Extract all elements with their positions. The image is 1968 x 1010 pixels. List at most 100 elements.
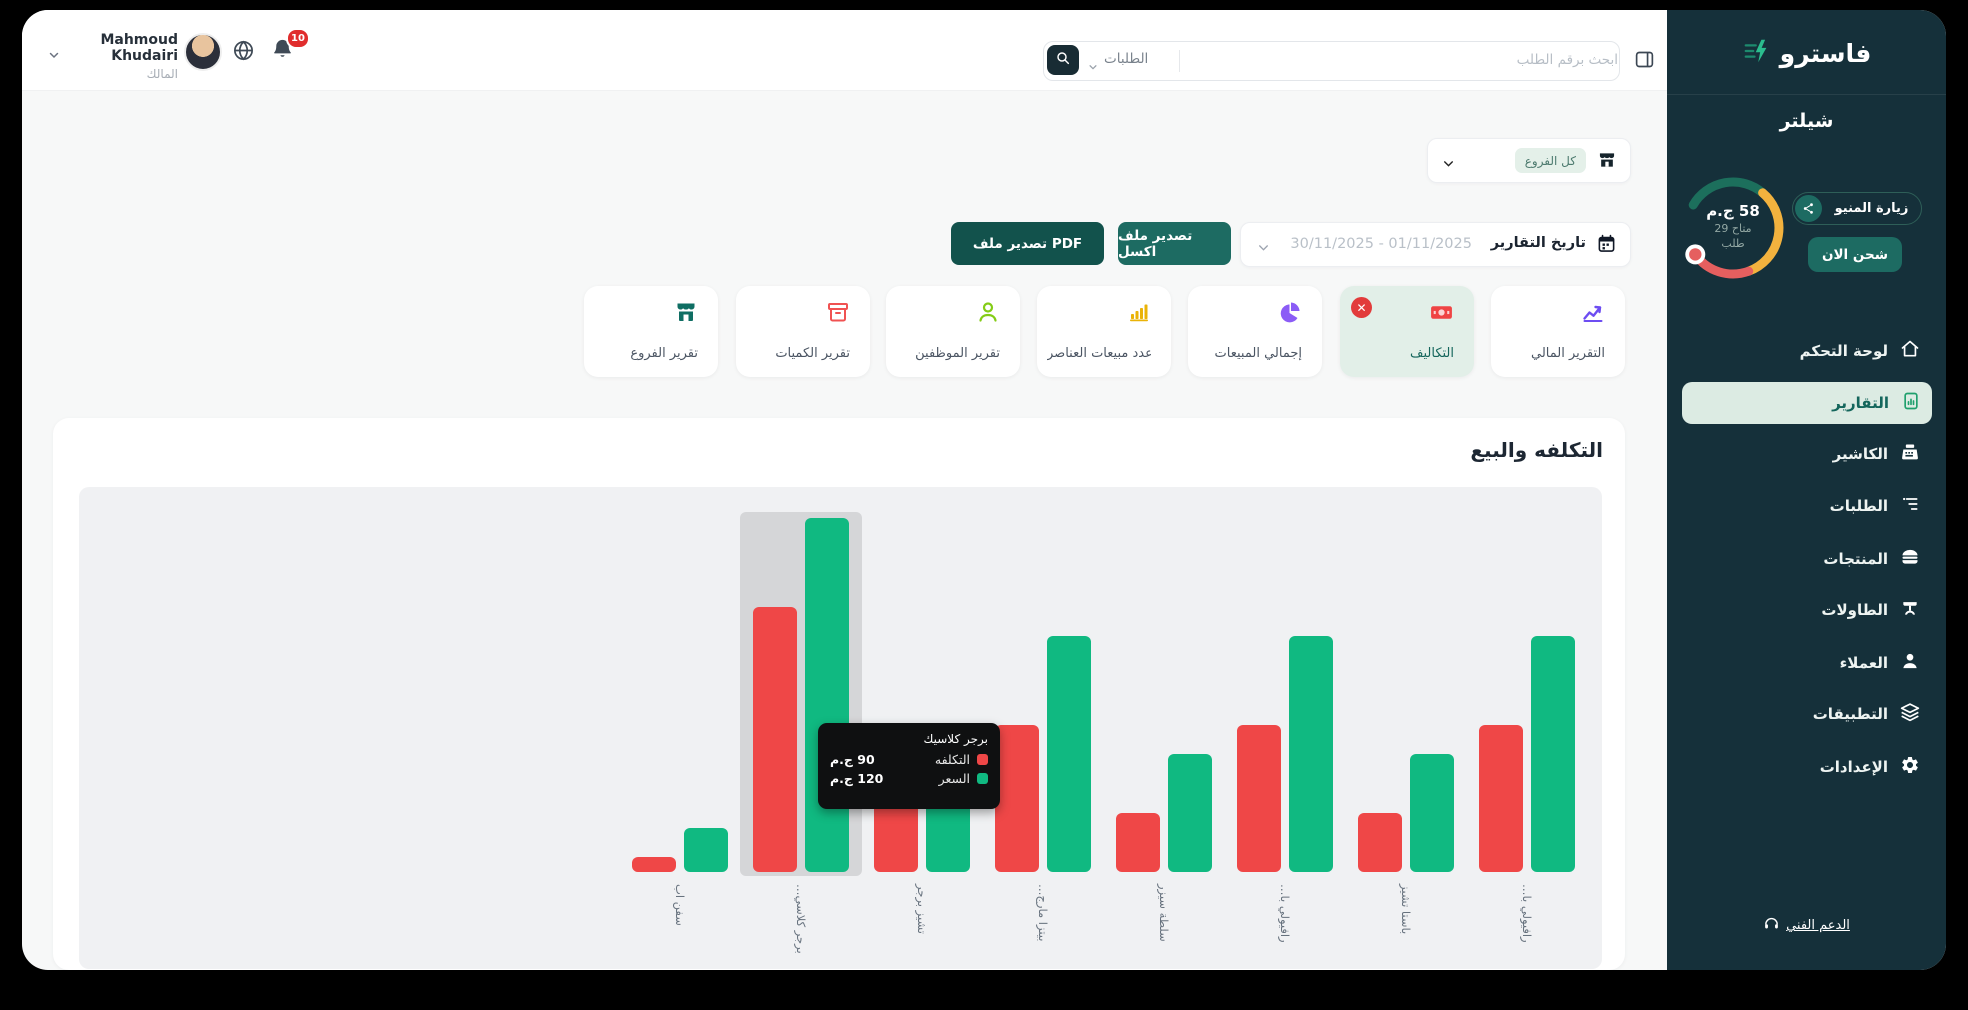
person-outline-icon: [976, 300, 1000, 328]
store-icon: [1597, 150, 1617, 174]
banknote-icon: [1429, 300, 1454, 329]
visit-menu-button[interactable]: زيارة المنيو: [1792, 192, 1922, 225]
cost-vs-sales-chart-card: التكلفه والبيع برجر كلاسيك التكلفه 90 ج.…: [53, 418, 1625, 970]
date-picker-label: تاريخ التقارير: [1490, 235, 1586, 251]
brand-name: فاسترو: [1779, 38, 1872, 68]
search-category-chevron-icon[interactable]: [1088, 57, 1098, 76]
sidebar-item-customers[interactable]: العملاء: [1667, 643, 1946, 683]
bar-cost[interactable]: [1237, 724, 1281, 872]
share-icon: [1795, 195, 1822, 222]
wallet-unit: طلب: [1721, 237, 1745, 250]
tab-employees-report[interactable]: تقرير الموظفين: [886, 286, 1020, 377]
bar-cost[interactable]: [632, 857, 676, 872]
sidebar-item-apps[interactable]: التطبيقات: [1667, 694, 1946, 734]
tab-item-sales-count[interactable]: عدد مبيعات العناصر: [1037, 286, 1171, 377]
tooltip-price-label: السعر: [938, 771, 970, 786]
search-button[interactable]: [1047, 45, 1079, 75]
home-icon: [1900, 339, 1920, 363]
technical-support-label: الدعم الفني: [1786, 918, 1850, 933]
bar-price[interactable]: [684, 827, 728, 872]
sidebar-item-products[interactable]: المنتجات: [1667, 539, 1946, 579]
sidebar-toggle-icon[interactable]: [1634, 49, 1655, 74]
search-category[interactable]: الطلبات: [1104, 51, 1149, 67]
tab-branches-report[interactable]: تقرير الفروع: [584, 286, 718, 377]
tooltip-item-name: برجر كلاسيك: [923, 732, 988, 746]
report-doc-icon: [1901, 391, 1921, 415]
bar-price[interactable]: [805, 518, 849, 872]
cost-legend-swatch: [977, 754, 988, 765]
table-icon: [1900, 598, 1920, 622]
price-legend-swatch: [977, 773, 988, 784]
bar-price[interactable]: [1289, 636, 1333, 872]
line-chart-icon: [1581, 300, 1605, 328]
language-globe-icon[interactable]: [232, 39, 255, 66]
charge-now-button[interactable]: شحن الان: [1808, 237, 1902, 272]
report-date-picker[interactable]: تاريخ التقارير 30/11/2025 - 01/11/2025: [1240, 222, 1631, 267]
search-icon: [1055, 50, 1071, 70]
store-icon: [674, 300, 698, 328]
user-info[interactable]: Mahmoud Khudairi المالك: [66, 32, 178, 81]
export-pdf-button[interactable]: تصدير ملف PDF: [951, 222, 1104, 265]
bar-price[interactable]: [1047, 636, 1091, 872]
sidebar-item-settings[interactable]: الإعدادات: [1667, 747, 1946, 787]
branch-filter-value: كل الفروع: [1514, 148, 1586, 173]
wallet-balance: 58 ج.م: [1706, 202, 1760, 220]
close-icon[interactable]: ✕: [1351, 297, 1372, 318]
tooltip-cost-value: 90 ج.م: [830, 752, 875, 767]
bar-cost[interactable]: [753, 606, 797, 872]
bar-cost[interactable]: [1358, 813, 1402, 872]
bar-chart-plot: برجر كلاسيك التكلفه 90 ج.م السعر 120 ج.م…: [79, 487, 1602, 969]
visit-menu-label: زيارة المنيو: [1834, 201, 1909, 216]
calendar-icon: [1597, 234, 1616, 257]
chevron-down-icon: [1442, 155, 1455, 174]
person-icon: [1900, 651, 1920, 675]
wallet-summary: 58 ج.م متاح 29 طلب: [1673, 202, 1793, 250]
notification-count-badge: 10: [286, 28, 310, 49]
x-axis-label: بيتزا مارج…: [1036, 884, 1050, 942]
orders-list-icon: [1900, 494, 1920, 518]
sidebar-item-cashier[interactable]: الكاشير: [1667, 434, 1946, 474]
bar-cost[interactable]: [995, 724, 1039, 872]
user-name: Mahmoud Khudairi: [100, 32, 178, 64]
sidebar-item-dashboard[interactable]: لوحة التحكم: [1667, 331, 1946, 371]
bar-cost[interactable]: [1116, 813, 1160, 872]
x-axis-label: برجر كلاسي…: [794, 884, 808, 954]
brand-logo-bolt-icon: [1742, 36, 1772, 70]
cash-register-icon: [1900, 442, 1920, 466]
sidebar: فاسترو شيلتر 58 ج.م متاح 29 طلب زيارة ال…: [1667, 10, 1946, 970]
app-window: Mahmoud Khudairi المالك 10 الطلبات: [22, 10, 1946, 970]
user-menu-chevron-icon[interactable]: [48, 46, 60, 65]
pie-chart-icon: [1278, 300, 1302, 328]
gear-icon: [1900, 755, 1920, 779]
sidebar-item-orders[interactable]: الطلبات: [1667, 486, 1946, 526]
bar-cost[interactable]: [1479, 724, 1523, 872]
tab-financial-report[interactable]: التقرير المالي: [1491, 286, 1625, 377]
tooltip-cost-row: التكلفه 90 ج.م: [830, 752, 988, 767]
tab-costs[interactable]: ✕ التكاليف: [1340, 286, 1474, 377]
branch-filter-select[interactable]: كل الفروع: [1427, 138, 1631, 183]
technical-support-link[interactable]: الدعم الفني: [1667, 915, 1946, 936]
sidebar-item-tables[interactable]: الطاولات: [1667, 590, 1946, 630]
brand[interactable]: فاسترو: [1667, 36, 1946, 70]
sidebar-divider: [1667, 94, 1946, 95]
bar-chart-icon: [1127, 300, 1151, 328]
bar-price[interactable]: [1410, 754, 1454, 872]
wallet-available: متاح 29: [1714, 222, 1752, 235]
bar-price[interactable]: [1531, 636, 1575, 872]
x-axis-label: رافيولي با…: [1278, 884, 1292, 943]
avatar[interactable]: [184, 33, 222, 71]
bar-price[interactable]: [1168, 754, 1212, 872]
export-excel-button[interactable]: تصدير ملف اكسل: [1118, 222, 1231, 265]
topbar: Mahmoud Khudairi المالك 10 الطلبات: [22, 10, 1667, 91]
search-input[interactable]: [1184, 42, 1632, 78]
date-range-value: 30/11/2025 - 01/11/2025: [1290, 236, 1472, 252]
chart-title: التكلفه والبيع: [1470, 438, 1603, 462]
x-axis-label: سفن اب: [673, 884, 687, 926]
tab-total-sales[interactable]: إجمالي المبيعات: [1188, 286, 1322, 377]
sidebar-item-reports[interactable]: التقارير: [1682, 382, 1932, 424]
tooltip-price-value: 120 ج.م: [830, 771, 884, 786]
tab-quantities-report[interactable]: تقرير الكميات: [736, 286, 870, 377]
archive-box-icon: [826, 300, 850, 328]
burger-icon: [1900, 547, 1920, 571]
chevron-down-icon: [1257, 239, 1270, 258]
